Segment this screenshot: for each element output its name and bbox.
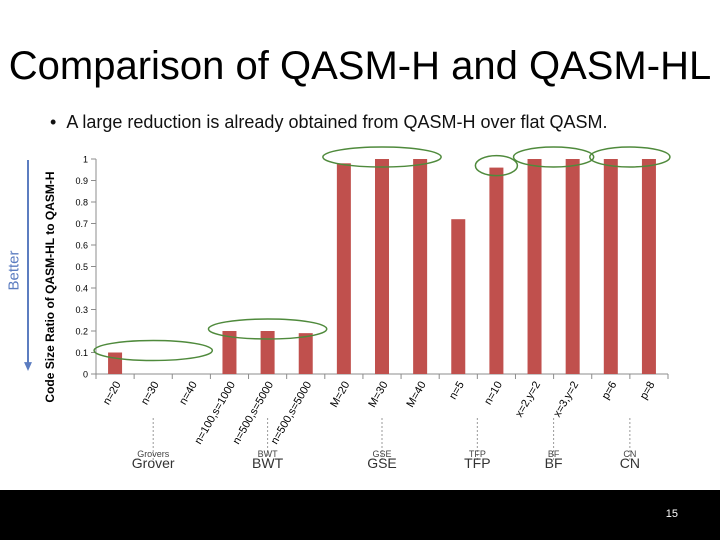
bar — [222, 331, 237, 374]
better-arrow-icon — [24, 160, 32, 372]
y-tick-label: 0.4 — [75, 284, 88, 294]
bar — [260, 331, 275, 374]
group-label: BWT — [252, 455, 284, 471]
x-tick-label: x=2,y=2 — [513, 380, 543, 420]
bar — [375, 159, 389, 374]
y-tick-label: 0.7 — [75, 219, 88, 229]
bar — [298, 333, 313, 374]
bar — [565, 159, 580, 374]
y-tick-label: 0.2 — [75, 327, 88, 337]
x-tick-label: n=5 — [447, 380, 467, 402]
footer-bar — [0, 490, 720, 540]
x-tick-label: n=10 — [482, 380, 505, 407]
bar — [413, 159, 428, 374]
x-tick-label: p=8 — [638, 380, 658, 402]
x-tick-label: M=20 — [328, 380, 352, 410]
group-label: TFP — [464, 455, 490, 471]
highlight-ellipse — [589, 146, 671, 168]
group-label: GSE — [367, 455, 397, 471]
y-tick-label: 0.9 — [75, 176, 88, 186]
x-tick-label: n=100,s=1000 — [192, 380, 238, 447]
page-number: 15 — [665, 508, 678, 520]
bar — [527, 159, 542, 374]
x-tick-label: x=3,y=2 — [551, 380, 581, 420]
bar — [451, 219, 466, 374]
bar — [108, 352, 123, 374]
y-tick-label: 0.8 — [75, 198, 88, 208]
x-tick-label: p=6 — [600, 380, 620, 402]
highlight-ellipse — [207, 318, 328, 340]
group-small-label: BF — [548, 449, 560, 459]
y-tick-label: 0.3 — [75, 305, 88, 315]
slide-title: Comparison of QASM-H and QASM-HL — [8, 44, 712, 88]
highlight-ellipse — [512, 146, 595, 168]
group-small-label: Grovers — [137, 449, 170, 459]
x-tick-label: n=500,s=5000 — [231, 380, 277, 447]
bullet-icon: • — [50, 112, 57, 132]
highlight-ellipse — [93, 339, 214, 362]
x-tick-label: M=30 — [366, 380, 390, 410]
y-tick-label: 0.5 — [75, 262, 88, 272]
group-small-label: BWT — [258, 449, 278, 459]
highlight-ellipse — [474, 154, 519, 177]
group-small-label: GSE — [372, 449, 391, 459]
bar-chart: 0 0.1 0.2 0.3 0.4 0.5 0.6 0.7 0.8 0.9 1 n=20 n=30 n=4… — [75, 146, 671, 471]
group-label: CN — [620, 455, 640, 471]
bar — [603, 159, 618, 374]
group-small-label: TFP — [469, 449, 486, 459]
y-tick-label: 1 — [83, 155, 88, 165]
bar — [489, 167, 504, 374]
group-label: Grover — [132, 455, 175, 471]
group-small-label: CN — [623, 449, 636, 459]
bar — [336, 163, 351, 374]
x-tick-label: n=40 — [177, 380, 200, 407]
x-tick-label: M=40 — [404, 380, 428, 410]
x-tick-label: n=500,s=5000 — [269, 380, 315, 447]
bar — [641, 159, 656, 374]
y-tick-label: 0.6 — [75, 241, 88, 251]
group-label: BF — [545, 455, 563, 471]
y-tick-label: 0 — [83, 370, 88, 380]
x-tick-label: n=30 — [139, 380, 162, 407]
x-tick-label: n=20 — [101, 380, 124, 407]
bullet-text: A large reduction is already obtained fr… — [66, 112, 608, 132]
bullet-point: • A large reduction is already obtained f… — [50, 112, 608, 133]
highlight-ellipse — [322, 146, 442, 168]
y-tick-label: 0.1 — [75, 348, 88, 358]
